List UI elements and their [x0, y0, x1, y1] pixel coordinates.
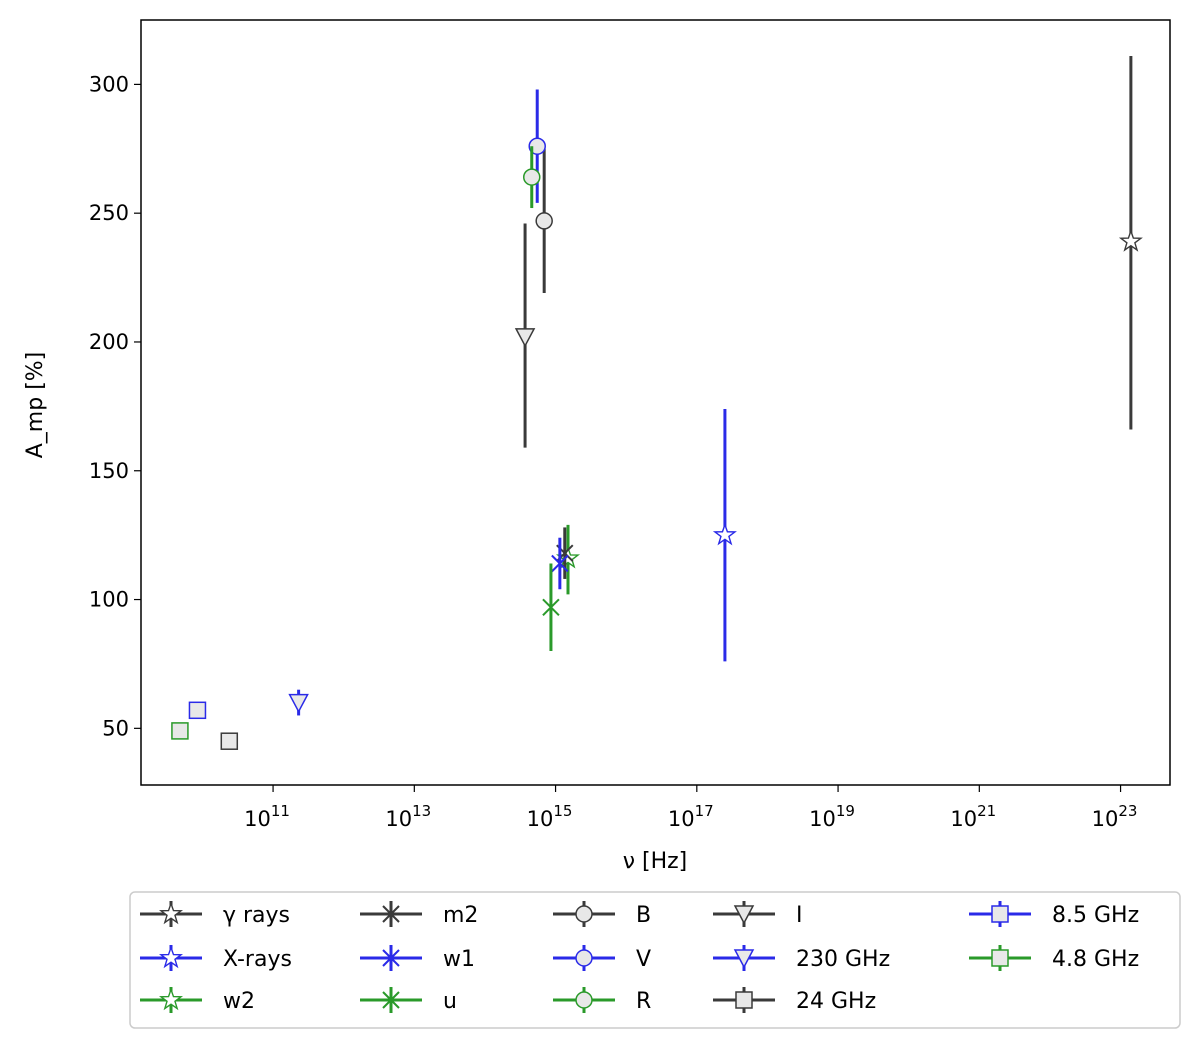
x-tick-label-2: 1015: [527, 802, 573, 831]
marker-circle-8: [522, 168, 541, 186]
plot-frame: [140, 19, 1171, 786]
legend-label-9: I: [796, 903, 803, 928]
marker-x-4: [551, 554, 569, 573]
legend: γ rays X-rays w2 m2 w1 u BVR I 230 GHz 24 GHz 8.5 …: [140, 901, 1139, 1014]
legend-item-5: u: [360, 987, 457, 1014]
axes-layer: 50 100 150 200 250 300 1011 1013 1015 1017 1019 102…: [89, 72, 1138, 831]
legend-marker-6: [575, 905, 593, 923]
y-tick-label-5: 300: [89, 72, 129, 96]
x-tick-label-1: 1013: [385, 802, 431, 831]
series-point-1: [712, 408, 737, 662]
series-point-0: [1118, 56, 1143, 430]
series-point-5: [542, 563, 560, 652]
x-tick-label-5: 1021: [950, 802, 996, 831]
legend-marker-12: [991, 905, 1009, 923]
legend-marker-3: [382, 905, 400, 923]
legend-item-1: X-rays: [140, 945, 292, 972]
y-axis-label: A_mp [%]: [23, 352, 48, 459]
legend-item-6: B: [553, 901, 651, 928]
legend-marker-2: [158, 987, 184, 1011]
x-axis-label-text: ν [Hz]: [623, 849, 688, 874]
series-point-7: [528, 89, 546, 203]
y-tick-label-4: 250: [89, 201, 129, 225]
legend-marker-9: [733, 905, 755, 925]
legend-item-2: w2: [140, 987, 255, 1014]
legend-marker-7: [575, 949, 593, 967]
legend-marker-10: [733, 949, 755, 969]
legend-label-6: B: [636, 903, 651, 928]
legend-marker-0: [158, 901, 184, 925]
marker-square-11: [220, 732, 239, 750]
legend-label-0: γ rays: [223, 903, 290, 928]
series-point-9: [514, 223, 536, 448]
legend-label-13: 4.8 GHz: [1052, 947, 1139, 972]
legend-item-12: 8.5 GHz: [969, 901, 1139, 928]
x-axis-label: ν [Hz]: [623, 849, 688, 874]
legend-item-4: w1: [360, 945, 475, 972]
legend-marker-1: [158, 945, 184, 969]
legend-marker-13: [991, 949, 1009, 967]
series-point-13: [171, 722, 189, 740]
legend-label-1: X-rays: [223, 947, 292, 972]
series-point-12: [188, 701, 207, 720]
x-tick-label-6: 1023: [1092, 802, 1138, 831]
y-tick-label-3: 200: [89, 330, 129, 354]
marker-triangle_down-9: [514, 328, 536, 348]
marker-square-12: [188, 701, 207, 720]
marker-star-1: [712, 522, 737, 546]
x-tick-label-3: 1017: [668, 802, 714, 831]
series-point-6: [535, 148, 553, 294]
series-point-10: [288, 689, 309, 716]
marker-star-0: [1118, 228, 1143, 252]
marker-circle-6: [535, 212, 553, 230]
legend-marker-11: [735, 991, 753, 1009]
series-point-11: [220, 732, 239, 750]
legend-label-4: w1: [443, 947, 475, 972]
legend-item-11: 24 GHz: [713, 987, 876, 1014]
legend-marker-4: [382, 949, 400, 967]
legend-item-7: V: [553, 945, 651, 972]
legend-label-5: u: [443, 989, 457, 1014]
plot-layer: [171, 56, 1143, 750]
legend-item-0: γ rays: [140, 901, 290, 928]
legend-label-11: 24 GHz: [796, 989, 876, 1014]
series-point-8: [522, 146, 541, 209]
legend-label-10: 230 GHz: [796, 947, 890, 972]
x-tick-label-4: 1019: [809, 802, 855, 831]
y-tick-label-2: 150: [89, 459, 129, 483]
marker-triangle_down-10: [288, 693, 309, 714]
legend-label-8: R: [636, 989, 651, 1014]
legend-label-12: 8.5 GHz: [1052, 903, 1139, 928]
y-axis-label-text: A_mp [%]: [23, 352, 48, 459]
marker-x-5: [542, 598, 560, 616]
x-tick-label-0: 1011: [244, 802, 290, 831]
legend-label-2: w2: [223, 989, 255, 1014]
legend-item-10: 230 GHz: [713, 945, 890, 972]
legend-marker-8: [575, 991, 593, 1009]
y-tick-label-1: 100: [89, 588, 129, 612]
legend-item-8: R: [553, 987, 651, 1014]
legend-item-13: 4.8 GHz: [969, 945, 1139, 972]
marker-square-13: [171, 722, 189, 740]
legend-label-7: V: [636, 947, 651, 972]
legend-item-3: m2: [360, 901, 478, 928]
legend-item-9: I: [713, 901, 803, 928]
y-tick-label-0: 50: [102, 716, 129, 740]
series-point-4: [551, 537, 569, 590]
legend-label-3: m2: [443, 903, 478, 928]
legend-marker-5: [382, 991, 400, 1009]
